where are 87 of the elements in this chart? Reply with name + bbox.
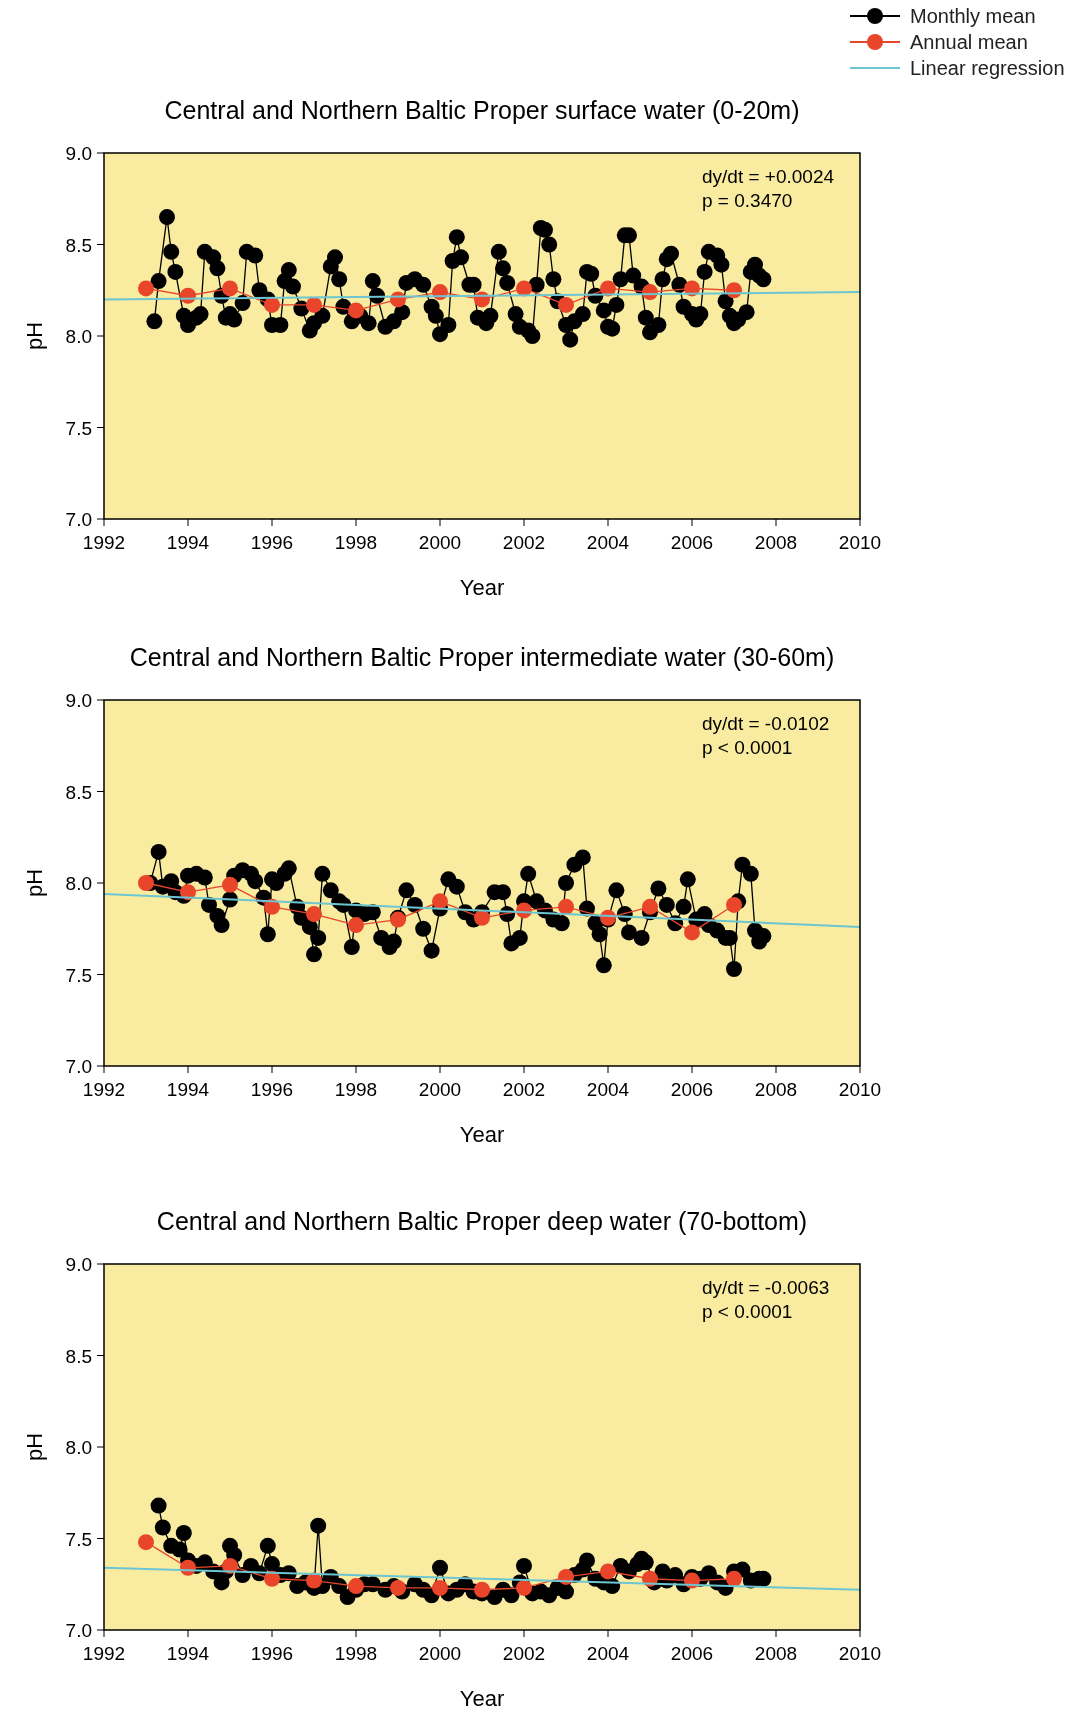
y-tick-label: 8.0 [65,326,92,347]
point [390,1579,406,1596]
x-tick-label: 1994 [166,532,210,553]
x-tick-label: 1998 [334,1643,378,1664]
y-tick-label: 9.0 [65,1254,92,1275]
x-tick-label: 2006 [670,1079,714,1100]
y-axis-title: pH [22,1432,47,1462]
x-tick-label: 2008 [754,1079,798,1100]
x-tick-label: 1992 [82,532,126,553]
x-tick-label: 2010 [838,1079,882,1100]
x-tick-label: 1996 [250,1643,294,1664]
x-tick-label: 2002 [502,532,546,553]
x-tick-label: 2000 [418,1079,462,1100]
point [516,1579,532,1596]
annotation: p < 0.0001 [702,1301,793,1322]
y-tick-label: 9.0 [65,690,92,711]
point [684,924,700,941]
x-axis-title: Year [459,1122,505,1147]
x-tick-label: 2010 [838,1643,882,1664]
x-tick-label: 2000 [418,532,462,553]
x-tick-label: 1996 [250,532,294,553]
y-tick-label: 7.0 [65,1620,92,1641]
y-tick-label: 7.5 [65,964,92,986]
annotation: p = 0.3470 [702,190,793,211]
legend-label: Annual mean [910,31,1028,53]
x-tick-label: 2004 [586,1079,630,1100]
point [306,906,322,923]
y-axis-title: pH [22,868,47,898]
y-tick-label: 7.5 [65,1528,92,1550]
chart-title: Central and Northern Baltic Proper surface water (0-20m) [164,96,800,124]
point [600,1563,616,1580]
x-tick-label: 2002 [502,1079,546,1100]
y-tick-label: 7.0 [65,509,92,530]
x-tick-label: 2004 [586,532,630,553]
x-tick-label: 1994 [166,1079,210,1100]
y-tick-label: 8.5 [65,781,92,803]
x-tick-label: 2008 [754,1643,798,1664]
legend-label: Linear regression [910,57,1065,79]
annotation: p < 0.0001 [702,737,793,758]
x-tick-label: 1992 [82,1079,126,1100]
point [348,917,364,934]
point [138,1534,154,1551]
y-tick-label: 8.5 [65,234,92,256]
x-tick-label: 2008 [754,532,798,553]
y-tick-label: 8.0 [65,1437,92,1458]
annotation: dy/dt = -0.0102 [702,713,830,734]
x-tick-label: 2004 [586,1643,630,1664]
x-tick-label: 1998 [334,532,378,553]
x-axis-title: Year [459,575,505,600]
point [264,296,280,313]
point [516,280,532,297]
point [558,296,574,313]
y-tick-label: 7.5 [65,417,92,439]
x-tick-label: 2002 [502,1643,546,1664]
point [558,898,574,915]
x-tick-label: 2006 [670,532,714,553]
x-tick-label: 1994 [166,1643,210,1664]
point [432,893,448,910]
point [474,1581,490,1598]
annotation: dy/dt = -0.0063 [702,1277,830,1298]
chart-title: Central and Northern Baltic Proper deep water (70-bottom) [156,1207,808,1235]
annotation: dy/dt = +0.0024 [702,166,835,187]
chart-title: Central and Northern Baltic Proper intermediate water (30-60m) [129,643,835,671]
legend-label: Monthly mean [910,5,1036,27]
y-tick-label: 7.0 [65,1056,92,1077]
y-tick-label: 8.0 [65,873,92,894]
point [474,909,490,926]
point [222,280,238,297]
point [726,1570,742,1587]
y-axis-title: pH [22,321,47,351]
x-tick-label: 2010 [838,532,882,553]
point [138,875,154,891]
point [138,280,154,297]
x-tick-label: 1998 [334,1079,378,1100]
point [348,302,364,319]
point [726,896,742,913]
y-tick-label: 8.5 [65,1345,92,1367]
point [432,1579,448,1596]
x-tick-label: 1992 [82,1643,126,1664]
y-tick-label: 9.0 [65,143,92,164]
x-axis-title: Year [459,1686,505,1711]
x-tick-label: 1996 [250,1079,294,1100]
point [306,296,322,313]
x-tick-label: 2000 [418,1643,462,1664]
point [222,876,238,893]
x-tick-label: 2006 [670,1643,714,1664]
point [642,898,658,915]
